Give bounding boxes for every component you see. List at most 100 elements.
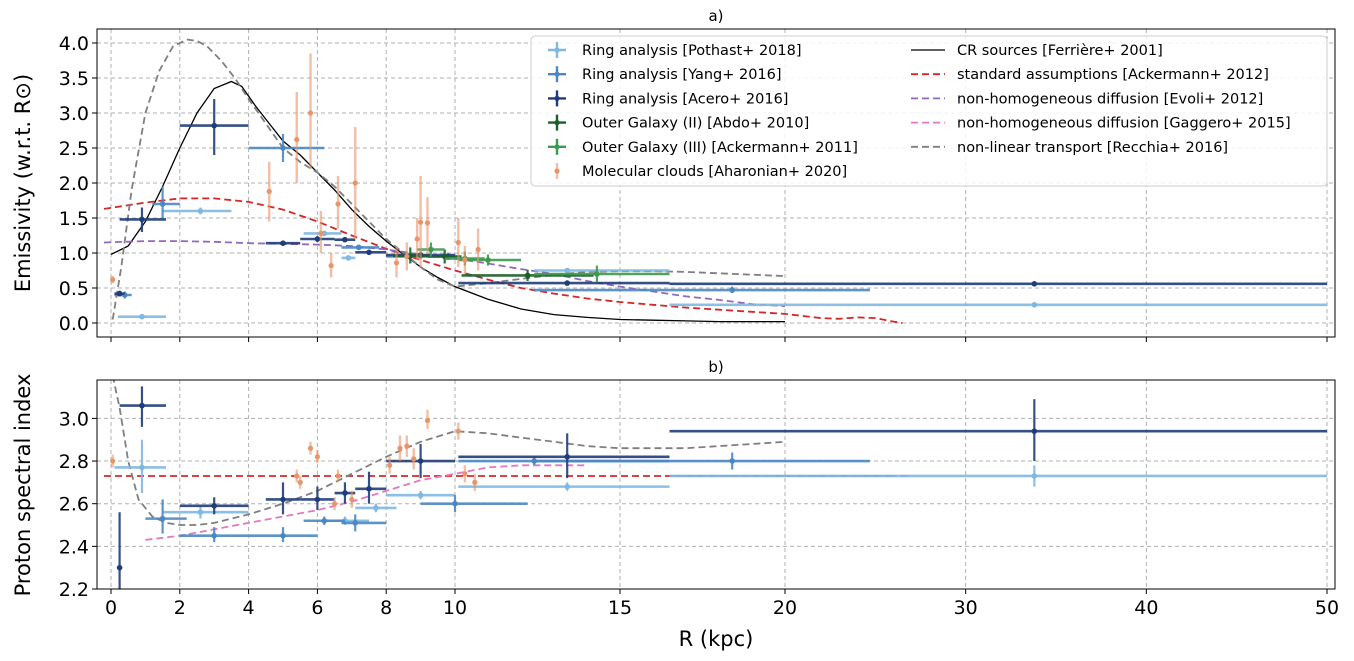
data-point [386,490,455,500]
point-marker [352,520,359,526]
data-point [152,186,180,218]
series-line [145,464,587,541]
point-marker [524,272,531,279]
data-point [307,441,314,455]
point-marker [564,267,570,274]
point-marker [280,145,286,151]
data-point [179,527,249,543]
data-point [162,505,249,519]
point-marker [594,271,600,277]
data-point [355,249,387,256]
point-marker [729,458,735,464]
data-point [110,276,116,284]
data-point [145,499,187,534]
data-point [669,302,1327,308]
point-marker [314,454,320,460]
legend-swatch-dot [554,71,560,77]
data-point [116,512,123,589]
point-marker [139,313,145,320]
data-point [458,456,670,466]
y-tick-label: 3.0 [59,408,89,430]
legend-item: Ring analysis [Pothast+ 2018] [548,42,802,59]
legend-item: CR sources [Ferrière+ 2001] [911,43,1163,59]
panel-b-ylabel: Proton spectral index [11,374,35,597]
point-marker [328,263,334,269]
point-marker [349,496,355,503]
point-marker [116,564,123,571]
y-tick-label: 0.0 [59,313,89,335]
legend-label: Ring analysis [Pothast+ 2018] [582,43,802,59]
data-point [341,255,356,261]
point-marker [531,458,537,464]
point-marker [211,503,217,509]
data-point [162,207,232,215]
point-marker [139,402,145,409]
x-tick-label: 6 [311,597,323,619]
data-point [418,176,424,267]
x-tick-label: 2 [174,597,186,619]
point-marker [197,509,204,516]
point-marker [366,485,372,492]
y-tick-label: 0.5 [59,278,89,300]
y-tick-label: 1.0 [59,243,89,265]
data-point [355,471,387,504]
legend-label: standard assumptions [Ackermann+ 2012] [957,67,1269,83]
x-tick-label: 4 [243,597,255,619]
point-marker [116,290,123,297]
legend-item: standard assumptions [Ackermann+ 2012] [911,67,1269,83]
data-point [404,242,410,271]
point-marker [404,253,410,260]
data-point [266,162,272,222]
legend-swatch-dot [554,144,560,150]
data-point [314,450,320,464]
series-line [112,380,786,526]
data-point [294,92,300,183]
point-marker [318,230,324,236]
data-point [462,246,468,274]
y-tick-label: 2.5 [59,138,89,160]
point-marker [564,453,570,460]
legend-label: non-homogeneous diffusion [Gaggero+ 2015… [957,116,1291,132]
point-marker [373,505,379,511]
point-marker [417,492,424,498]
legend-item: Ring analysis [Yang+ 2016] [548,66,782,83]
y-tick-label: 2.2 [59,579,89,601]
legend-label: Outer Galaxy (III) [Ackermann+ 2011] [582,140,858,156]
data-point [300,486,335,511]
point-marker [397,445,403,451]
point-marker [414,236,420,242]
legend-label: non-linear transport [Recchia+ 2016] [957,140,1228,156]
point-marker [321,517,328,524]
data-point [335,469,341,483]
point-marker [475,246,481,253]
point-marker [110,458,116,464]
point-marker [1031,302,1038,308]
legend-frame [530,35,1328,187]
point-marker [314,236,321,242]
point-marker [280,496,286,503]
data-point [307,53,314,169]
x-tick-label: 50 [1315,597,1339,619]
legend-label: CR sources [Ferrière+ 2001] [957,43,1163,59]
data-point [114,439,167,494]
legend-item: non-linear transport [Recchia+ 2016] [911,140,1228,156]
data-point [265,240,301,246]
panel-b-title: b) [708,358,723,376]
data-point [404,435,410,457]
y-tick-label: 1.5 [59,208,89,230]
data-point [458,280,670,286]
point-marker [335,473,341,479]
point-marker [1031,473,1038,479]
data-point [461,269,594,281]
point-marker [211,122,217,129]
data-point [424,197,431,253]
data-point [534,267,670,274]
y-tick-label: 4.0 [59,33,89,55]
point-marker [280,240,286,246]
data-point [341,514,387,532]
point-marker [428,246,434,253]
point-marker [393,260,400,266]
y-tick-label: 3.0 [59,103,89,125]
data-point [352,127,358,239]
data-point [669,465,1327,487]
